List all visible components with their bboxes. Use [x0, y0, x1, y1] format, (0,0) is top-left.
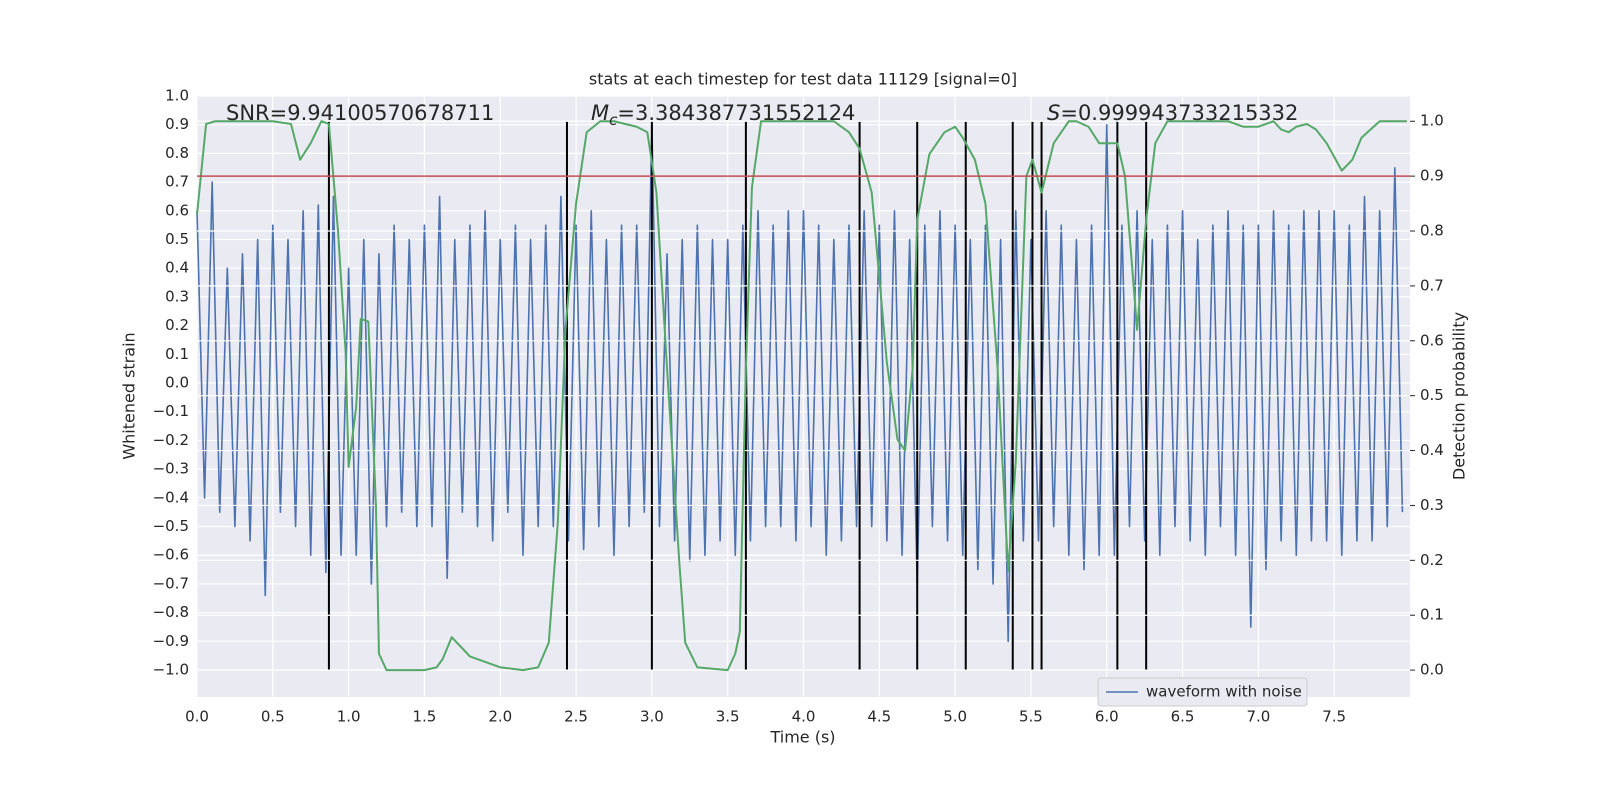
y2-tick-label: 0.8: [1420, 222, 1444, 240]
y-tick-label: 1.0: [165, 87, 189, 105]
y-tick-label: 0.8: [165, 144, 189, 162]
annotation: S=0.999943733215332: [1047, 101, 1298, 125]
x-tick-label: 2.5: [564, 708, 588, 726]
y2-tick-label: 1.0: [1420, 112, 1444, 130]
y-axis-label: Whitened strain: [120, 332, 139, 459]
x-tick-label: 1.5: [413, 708, 437, 726]
y-tick-label: −1.0: [153, 661, 189, 679]
y-tick-label: 0.4: [165, 259, 189, 277]
y2-tick-label: 0.3: [1420, 496, 1444, 514]
y2-axis-label: Detection probability: [1450, 312, 1469, 480]
x-tick-label: 5.5: [1019, 708, 1043, 726]
x-tick-label: 4.5: [867, 708, 891, 726]
x-tick-label: 5.0: [943, 708, 967, 726]
y2-tick-label: 0.1: [1420, 606, 1444, 624]
x-tick-label: 7.0: [1246, 708, 1270, 726]
y2-tick-label: 0.4: [1420, 441, 1444, 459]
y2-tick-label: 0.5: [1420, 386, 1444, 404]
x-tick-label: 3.0: [640, 708, 664, 726]
y-tick-label: −0.7: [153, 574, 189, 592]
y2-tick-label: 0.0: [1420, 661, 1444, 679]
y-tick-label: −0.2: [153, 431, 189, 449]
annotation: SNR=9.94100570678711: [226, 101, 494, 125]
x-tick-label: 2.0: [488, 708, 512, 726]
series-line: [196, 123, 1404, 643]
y-tick-label: 0.9: [165, 115, 189, 133]
y-tick-label: −0.5: [153, 517, 189, 535]
y2-tick-label: 0.6: [1420, 331, 1444, 349]
annotation-symbol: M: [591, 101, 609, 125]
y-tick-label: 0.2: [165, 316, 189, 334]
x-tick-label: 0.5: [261, 708, 285, 726]
y-tick-label: 0.7: [165, 173, 189, 191]
y-tick-label: −0.4: [153, 488, 189, 506]
x-tick-label: 4.0: [792, 708, 816, 726]
annotation-subscript: c: [609, 111, 618, 129]
y-tick-label: 0.3: [165, 287, 189, 305]
y-tick-label: 0.1: [165, 345, 189, 363]
y2-tick-label: 0.7: [1420, 276, 1444, 294]
y-tick-label: −0.6: [153, 546, 189, 564]
y2-tick-label: 0.2: [1420, 551, 1444, 569]
x-tick-label: 6.0: [1095, 708, 1119, 726]
y-tick-label: 0.0: [165, 374, 189, 392]
x-tick-label: 0.0: [185, 708, 209, 726]
y2-tick-label: 0.9: [1420, 167, 1444, 185]
legend-label: waveform with noise: [1146, 683, 1302, 701]
annotation-text: =3.384387731552124: [617, 101, 855, 125]
y-tick-label: 0.6: [165, 201, 189, 219]
y-tick-label: −0.3: [153, 460, 189, 478]
y-tick-label: −0.1: [153, 402, 189, 420]
annotation: Mc=3.384387731552124: [591, 101, 855, 129]
y-tick-label: −0.9: [153, 632, 189, 650]
series-line: [196, 120, 1407, 672]
x-tick-label: 1.0: [337, 708, 361, 726]
x-tick-label: 3.5: [716, 708, 740, 726]
legend-box: [1097, 677, 1308, 707]
x-tick-label: 6.5: [1171, 708, 1195, 726]
x-tick-label: 7.5: [1322, 708, 1346, 726]
annotation-symbol: S: [1047, 101, 1060, 125]
y-tick-label: 0.5: [165, 230, 189, 248]
y-tick-label: −0.8: [153, 603, 189, 621]
chart-title: stats at each timestep for test data 111…: [589, 70, 1017, 89]
annotation-text: =0.999943733215332: [1060, 101, 1298, 125]
x-axis-label: Time (s): [769, 728, 835, 747]
annotation-text: SNR=9.94100570678711: [226, 101, 494, 125]
